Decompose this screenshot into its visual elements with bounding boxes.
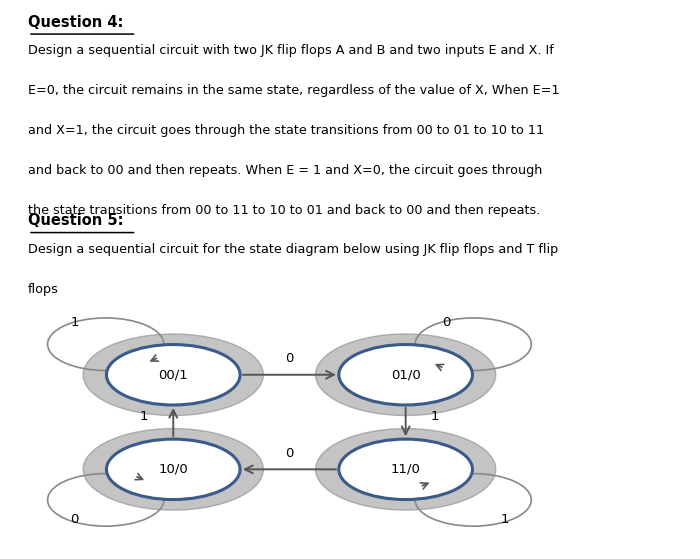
- Text: 1: 1: [430, 410, 439, 423]
- Text: 1: 1: [70, 316, 78, 329]
- Text: 0: 0: [442, 316, 451, 329]
- Text: E=0, the circuit remains in the same state, regardless of the value of X, When E: E=0, the circuit remains in the same sta…: [28, 84, 559, 97]
- Text: 00/1: 00/1: [158, 368, 188, 381]
- Text: Question 5:: Question 5:: [28, 214, 123, 228]
- Text: Design a sequential circuit with two JK flip flops A and B and two inputs E and : Design a sequential circuit with two JK …: [28, 45, 554, 58]
- Text: 01/0: 01/0: [391, 368, 421, 381]
- Text: 1: 1: [140, 410, 148, 423]
- Circle shape: [83, 334, 263, 415]
- Text: 0: 0: [286, 353, 293, 366]
- Text: Design a sequential circuit for the state diagram below using JK flip flops and : Design a sequential circuit for the stat…: [28, 243, 559, 256]
- Text: 0: 0: [286, 447, 293, 460]
- Circle shape: [106, 439, 240, 500]
- Circle shape: [316, 334, 496, 415]
- Text: 11/0: 11/0: [391, 463, 421, 476]
- Circle shape: [106, 344, 240, 405]
- Text: 10/0: 10/0: [158, 463, 188, 476]
- Text: 1: 1: [500, 513, 509, 526]
- Circle shape: [339, 344, 473, 405]
- Text: Question 4:: Question 4:: [28, 15, 123, 30]
- Text: flops: flops: [28, 283, 59, 296]
- Text: 0: 0: [70, 513, 78, 526]
- Circle shape: [339, 439, 473, 500]
- Text: the state transitions from 00 to 11 to 10 to 01 and back to 00 and then repeats.: the state transitions from 00 to 11 to 1…: [28, 205, 540, 217]
- Circle shape: [316, 429, 496, 510]
- Circle shape: [83, 429, 263, 510]
- Text: and X=1, the circuit goes through the state transitions from 00 to 01 to 10 to 1: and X=1, the circuit goes through the st…: [28, 125, 544, 138]
- Text: and back to 00 and then repeats. When E = 1 and X=0, the circuit goes through: and back to 00 and then repeats. When E …: [28, 164, 542, 177]
